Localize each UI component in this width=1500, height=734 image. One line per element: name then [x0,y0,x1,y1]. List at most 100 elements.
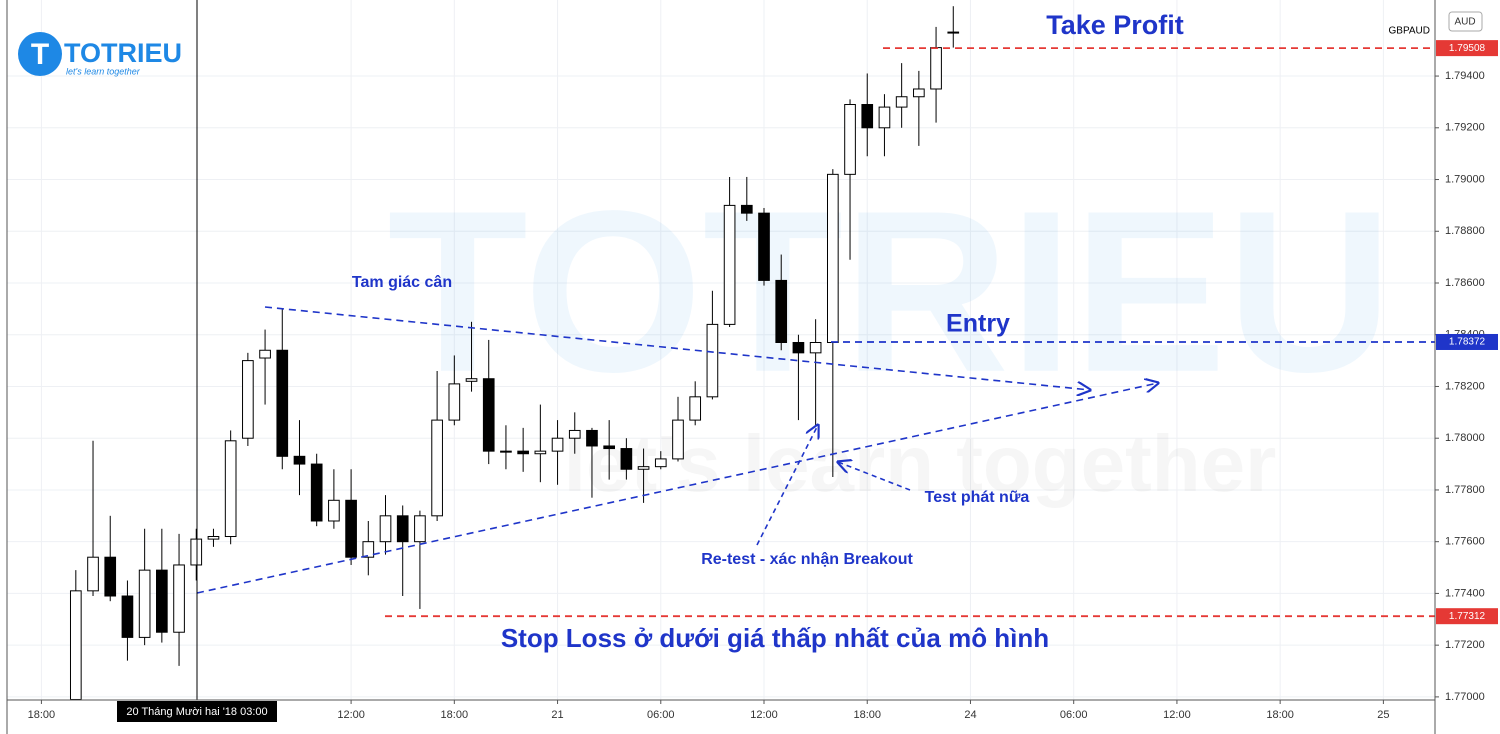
y-tick-label: 1.77800 [1445,484,1485,496]
candle-body [775,279,788,343]
y-tick-label: 1.78800 [1445,225,1485,237]
candle-body [603,445,616,450]
annotation: Re-test - xác nhận Breakout [701,551,913,568]
level-price: 1.78372 [1449,337,1486,348]
y-tick-label: 1.77200 [1445,639,1485,651]
x-tick-label: 12:00 [750,709,778,721]
candle-body [534,450,547,455]
candle-body [345,499,357,558]
candle-body [620,448,633,470]
candle-body [895,96,908,108]
currency[interactable]: AUD [1454,17,1475,28]
candle-body [310,463,323,522]
candle-body [517,450,529,455]
upper-trendline [264,306,1090,390]
level-price: 1.79508 [1449,43,1486,54]
axes: 1.77000 1.77200 1.77400 1.77600 1.77800 1.780… [28,40,1498,721]
candle-body [293,455,306,465]
x-tick-label: 21 [551,709,563,721]
candle-body [637,466,650,470]
x-tick-label: 18:00 [1266,709,1294,721]
y-tick-label: 1.77600 [1445,536,1485,548]
candle-body [138,569,151,638]
candle-body [328,499,340,522]
entry-label: Entry [946,310,1010,338]
candle-body [104,556,117,597]
level-price-bg [1436,608,1498,625]
y-tick-label: 1.79000 [1445,173,1485,185]
crosshair-label: 20 Tháng Mười hai '18 03:00 [126,706,267,718]
candle-body [913,88,925,98]
currency-button[interactable] [1448,11,1483,32]
annotation: Test phát nữa [925,489,1030,506]
test-arrow [838,462,911,491]
watermark-slogan: let's learn together [564,419,1277,508]
candle-body [826,173,839,343]
candle-body [242,360,254,439]
y-tick-label: 1.77400 [1445,587,1485,599]
y-tick-label: 1.79400 [1445,70,1485,82]
candle-body [431,419,443,517]
candle-body [156,569,168,633]
candle-body [844,104,856,175]
candle-body [465,378,478,382]
candle-body [706,323,719,398]
candle-body [448,383,461,421]
candle-body [740,204,753,214]
grid [7,0,1435,700]
x-tick-label: 12:00 [1163,709,1191,721]
symbol: GBPAUD [1389,26,1431,37]
logo-icon [18,32,62,76]
logo-slogan: let's learn together [66,66,141,76]
candle-body [379,515,392,543]
logo-icon-letter: T [31,38,49,71]
stop-loss-label: Stop Loss ở dưới giá thấp nhất của mô hì… [501,623,1049,653]
x-tick-label: 06:00 [1060,709,1088,721]
candle-body [500,450,512,453]
candle-body [930,47,942,90]
candle-body [482,378,495,452]
y-tick-label: 1.78200 [1445,380,1485,392]
crosshair-label-bg [117,701,277,722]
candle-body [173,564,185,633]
take-profit-label: Take Profit [1046,10,1184,40]
candle-body [87,556,99,592]
candle-body [362,541,375,558]
candle-body [809,341,822,354]
y-tick-label: 1.78600 [1445,277,1485,289]
candle-body [723,204,736,325]
x-tick-label: 18:00 [853,709,881,721]
candle-body [689,396,702,421]
x-tick-label: 18:00 [28,709,56,721]
levels [385,47,1435,618]
candle-body [276,349,289,457]
y-tick-label: 1.79200 [1445,122,1485,134]
retest-arrow [756,425,818,546]
candle-body [672,419,684,460]
candle-body [207,536,220,540]
candle-body [190,538,203,566]
level-price: 1.77312 [1449,611,1486,622]
candle-body [224,440,237,538]
triangle [196,306,1158,594]
y-tick-label: 1.77000 [1445,691,1485,703]
x-tick-label: 06:00 [647,709,675,721]
candle-body [414,515,426,543]
x-tick-label: 24 [964,709,976,721]
candle-body [69,590,82,700]
candle-body [586,429,598,447]
candle-body [551,437,564,452]
lower-trendline [196,383,1158,594]
candle-body [947,31,960,34]
x-tick-label: 12:00 [337,709,365,721]
candles [69,6,960,700]
logo-name: TOTRIEU [64,38,182,68]
candle-body [396,515,409,543]
x-tick-label: 18:00 [441,709,469,721]
candle-body [654,458,667,468]
candle-body [861,104,874,129]
y-tick-label: 1.78000 [1445,432,1485,444]
candle-body [878,106,891,129]
annotation: Tam giác cân [352,274,452,291]
